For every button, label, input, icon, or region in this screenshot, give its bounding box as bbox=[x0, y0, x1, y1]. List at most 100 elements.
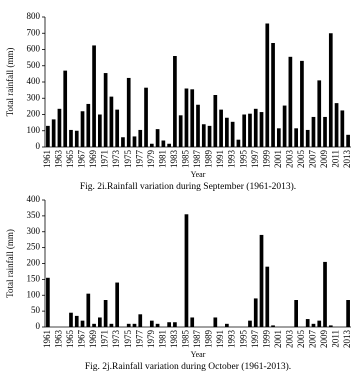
bar bbox=[149, 143, 154, 147]
bar bbox=[144, 87, 148, 147]
bar bbox=[225, 323, 229, 327]
bar bbox=[259, 234, 264, 327]
x-tick-label: 1965 bbox=[65, 330, 75, 349]
bar bbox=[282, 105, 287, 147]
x-tick-label: 2001 bbox=[273, 330, 283, 348]
bar bbox=[346, 134, 350, 147]
bar bbox=[132, 136, 137, 147]
bar bbox=[334, 103, 339, 147]
x-tick-label: 2007 bbox=[308, 330, 318, 349]
x-tick-label: 1969 bbox=[88, 150, 98, 169]
x-tick-label: 2013 bbox=[342, 150, 352, 169]
y-tick-label: 800 bbox=[27, 11, 41, 21]
x-tick-label: 1973 bbox=[111, 150, 121, 169]
y-tick-label: 200 bbox=[27, 109, 41, 119]
bar bbox=[109, 96, 114, 147]
x-tick-label: 1999 bbox=[261, 150, 271, 169]
x-tick-label: 2009 bbox=[319, 150, 329, 169]
bar bbox=[294, 128, 298, 147]
x-tick-label: 1983 bbox=[169, 330, 179, 349]
bar bbox=[92, 45, 96, 147]
x-tick-label: 1997 bbox=[250, 150, 260, 169]
y-tick-label: 100 bbox=[27, 125, 41, 135]
bar bbox=[80, 320, 85, 327]
y-tick-label: 100 bbox=[27, 289, 41, 299]
bar bbox=[265, 23, 270, 147]
x-tick-label: 2005 bbox=[296, 330, 306, 349]
x-tick-label: 1971 bbox=[100, 330, 110, 348]
chart-caption: Fig. 2j.Rainfall variation during Octobe… bbox=[85, 361, 291, 371]
bar bbox=[126, 77, 131, 147]
bar bbox=[74, 130, 79, 147]
x-tick-label: 1961 bbox=[42, 330, 52, 348]
bar bbox=[190, 317, 195, 327]
x-tick-label: 1997 bbox=[250, 330, 260, 349]
x-tick-label: 1993 bbox=[227, 150, 237, 169]
y-tick-label: 250 bbox=[27, 242, 41, 252]
bar bbox=[86, 293, 91, 327]
x-tick-label: 1995 bbox=[238, 150, 248, 169]
bar bbox=[184, 214, 189, 327]
bar bbox=[103, 73, 108, 147]
x-tick-label: 1975 bbox=[123, 330, 133, 349]
bar bbox=[253, 298, 258, 327]
x-tick-label: 2003 bbox=[284, 150, 294, 169]
bar bbox=[201, 124, 206, 147]
bar bbox=[288, 56, 293, 147]
bar bbox=[121, 137, 125, 147]
bar bbox=[300, 60, 304, 147]
x-tick-label: 1991 bbox=[215, 150, 225, 168]
x-tick-label: 1979 bbox=[146, 330, 156, 349]
bar bbox=[98, 317, 102, 327]
x-axis-label: Year bbox=[191, 170, 206, 179]
x-tick-label: 1975 bbox=[123, 150, 133, 169]
y-tick-label: 400 bbox=[27, 194, 41, 204]
bar bbox=[213, 317, 218, 327]
bar bbox=[346, 300, 350, 327]
bar bbox=[276, 128, 281, 147]
x-tick-label: 1999 bbox=[261, 330, 271, 349]
y-axis-label: Total rainfall (mm) bbox=[5, 48, 15, 117]
x-tick-label: 1977 bbox=[134, 150, 144, 169]
bar bbox=[248, 320, 252, 327]
y-tick-label: 500 bbox=[27, 60, 41, 70]
bar bbox=[219, 109, 223, 147]
x-tick-label: 2003 bbox=[284, 330, 294, 349]
bar bbox=[92, 323, 96, 327]
bar bbox=[323, 116, 327, 147]
bar bbox=[328, 33, 333, 147]
x-tick-label: 1987 bbox=[192, 330, 202, 349]
bar bbox=[46, 125, 50, 147]
bar bbox=[63, 70, 68, 147]
x-tick-label: 1981 bbox=[157, 330, 167, 348]
bar bbox=[46, 277, 50, 327]
bar bbox=[265, 266, 270, 327]
bar bbox=[138, 129, 143, 147]
x-tick-label: 1991 bbox=[215, 330, 225, 348]
x-tick-label: 1967 bbox=[77, 330, 87, 349]
x-tick-label: 1961 bbox=[42, 150, 52, 168]
bar bbox=[69, 129, 73, 147]
bar bbox=[305, 319, 310, 327]
bar bbox=[173, 322, 177, 327]
bar bbox=[149, 320, 154, 327]
x-tick-label: 1971 bbox=[100, 150, 110, 168]
bar bbox=[271, 325, 275, 327]
bar bbox=[236, 139, 241, 147]
y-tick-label: 50 bbox=[31, 305, 41, 315]
y-tick-label: 700 bbox=[27, 27, 41, 37]
bar bbox=[167, 143, 171, 147]
bar bbox=[242, 114, 247, 147]
bar bbox=[311, 323, 316, 327]
bar bbox=[253, 108, 258, 147]
x-tick-label: 1987 bbox=[192, 150, 202, 169]
bar bbox=[57, 108, 62, 147]
bar bbox=[213, 95, 218, 147]
x-tick-label: 1965 bbox=[65, 150, 75, 169]
bar bbox=[80, 111, 85, 147]
x-tick-label: 1989 bbox=[204, 150, 214, 169]
x-tick-label: 1995 bbox=[238, 330, 248, 349]
bar bbox=[305, 129, 310, 147]
bar bbox=[86, 103, 91, 147]
x-tick-label: 1973 bbox=[111, 330, 121, 349]
